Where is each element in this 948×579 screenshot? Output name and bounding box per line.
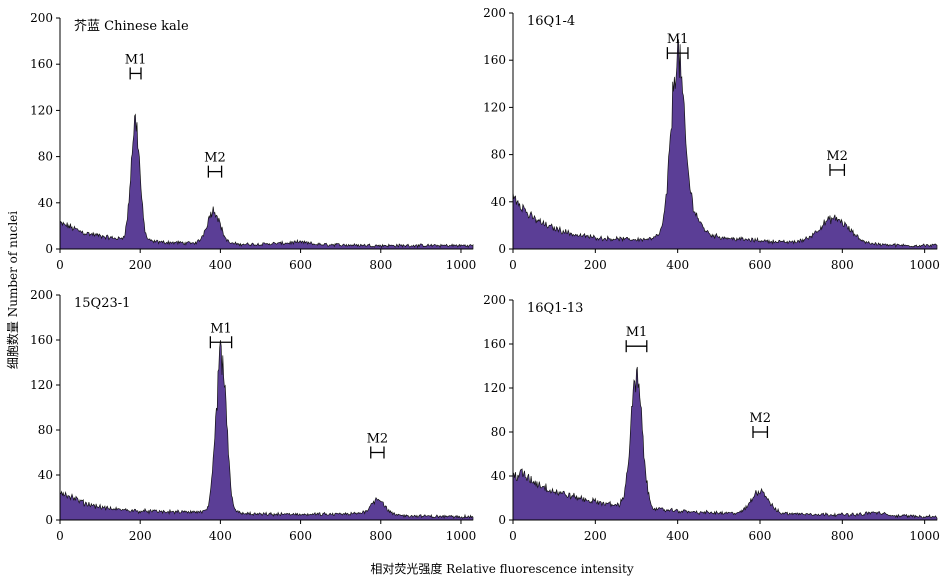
x-tick-label: 800 — [369, 529, 392, 543]
y-tick-label: 0 — [45, 513, 53, 527]
y-tick-label: 0 — [45, 242, 53, 256]
x-tick-label: 400 — [666, 258, 689, 272]
x-tick-label: 0 — [509, 258, 517, 272]
y-tick-label: 120 — [30, 378, 53, 392]
x-tick-label: 800 — [369, 258, 392, 272]
y-tick-label: 40 — [491, 195, 506, 209]
y-tick-label: 40 — [38, 196, 53, 210]
panel-title: 16Q1-13 — [527, 301, 583, 316]
chart-panel-3: 0 40 80 120 160 200 0 200 400 600 800 1000 15Q23-1 M1… — [30, 288, 476, 543]
y-tick-label: 200 — [30, 11, 53, 25]
y-tick-label: 120 — [483, 381, 506, 395]
x-tick-label: 0 — [56, 258, 64, 272]
x-tick-label: 400 — [666, 529, 689, 543]
y-tick-label: 200 — [483, 6, 506, 20]
histogram-area — [512, 39, 938, 250]
x-tick-label: 1000 — [446, 258, 477, 272]
y-tick-label: 80 — [38, 423, 53, 437]
y-tick-label: 40 — [38, 468, 53, 482]
x-tick-label: 1000 — [446, 529, 477, 543]
y-tick-label: 80 — [491, 148, 506, 162]
y-tick-label: 160 — [30, 57, 53, 71]
y-tick-label: 120 — [483, 100, 506, 114]
x-tick-label: 400 — [209, 529, 232, 543]
x-tick-label: 800 — [831, 258, 854, 272]
histogram-area — [512, 366, 938, 521]
x-tick-label: 200 — [129, 529, 152, 543]
y-tick-label: 200 — [483, 293, 506, 307]
gate-label: M2 — [367, 432, 389, 447]
gate-label: M1 — [125, 52, 147, 67]
histogram-area — [59, 340, 474, 521]
panel-title: 16Q1-4 — [527, 14, 575, 29]
x-tick-label: 0 — [509, 529, 517, 543]
gate-label: M1 — [667, 32, 689, 47]
x-tick-label: 1000 — [909, 529, 940, 543]
panel-title: 芥蓝 Chinese kale — [74, 19, 189, 34]
chart-panel-1: 0 40 80 120 160 200 0 200 400 600 800 1000 芥蓝 Chines… — [30, 11, 476, 272]
x-tick-label: 200 — [584, 529, 607, 543]
panel-title: 15Q23-1 — [74, 296, 130, 311]
chart-panel-4: 0 40 80 120 160 200 0 200 400 600 800 1000 16Q1-13 M1… — [483, 293, 940, 543]
x-tick-label: 200 — [129, 258, 152, 272]
y-tick-label: 80 — [491, 425, 506, 439]
gate-label: M2 — [826, 149, 848, 164]
x-tick-label: 0 — [56, 529, 64, 543]
histogram-area — [59, 113, 474, 250]
y-tick-label: 0 — [498, 513, 506, 527]
y-tick-label: 80 — [38, 150, 53, 164]
x-tick-label: 600 — [749, 258, 772, 272]
chart-panel-2: 0 40 80 120 160 200 0 200 400 600 800 1000 16Q1-4 M1 M… — [483, 6, 940, 272]
gate-label: M2 — [204, 151, 226, 166]
y-tick-label: 160 — [30, 333, 53, 347]
x-tick-label: 400 — [209, 258, 232, 272]
x-tick-label: 200 — [584, 258, 607, 272]
y-tick-label: 200 — [30, 288, 53, 302]
y-tick-label: 0 — [498, 242, 506, 256]
y-axis-title: 细胞数量 Number of nuclei — [5, 211, 20, 369]
x-axis-title: 相对荧光强度 Relative fluorescence intensity — [370, 561, 633, 576]
y-tick-label: 160 — [483, 53, 506, 67]
gate-label: M1 — [210, 321, 232, 336]
y-tick-label: 120 — [30, 103, 53, 117]
gate-label: M2 — [749, 411, 771, 426]
y-tick-label: 160 — [483, 337, 506, 351]
x-tick-label: 1000 — [909, 258, 940, 272]
x-tick-label: 600 — [749, 529, 772, 543]
gate-label: M1 — [626, 325, 648, 340]
x-tick-label: 600 — [289, 258, 312, 272]
y-tick-label: 40 — [491, 469, 506, 483]
x-tick-label: 800 — [831, 529, 854, 543]
x-tick-label: 600 — [289, 529, 312, 543]
